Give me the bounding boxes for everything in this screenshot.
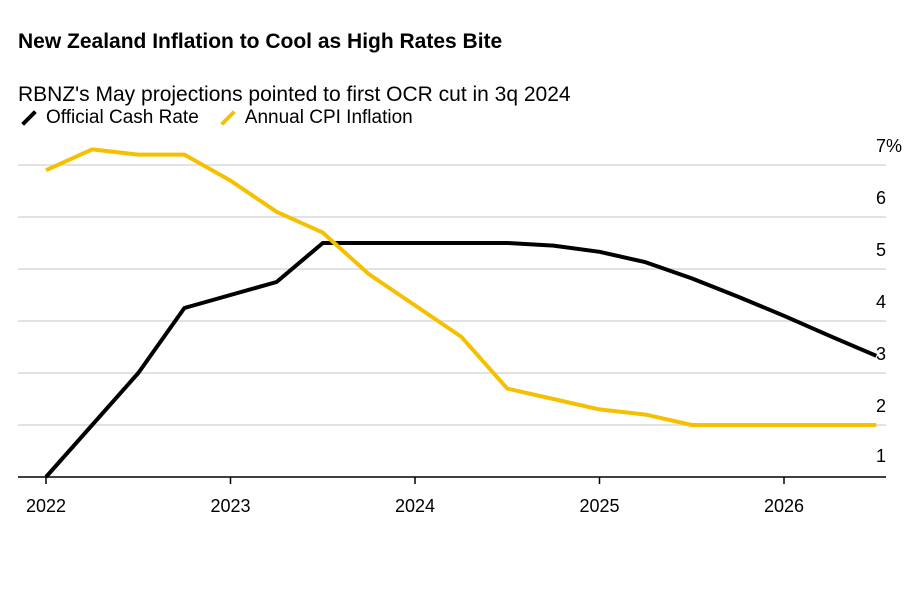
y-tick-label: 3: [876, 344, 886, 364]
x-tick-label: 2024: [395, 496, 435, 516]
y-tick-label: 5: [876, 240, 886, 260]
x-tick-label: 2025: [579, 496, 619, 516]
legend: Official Cash Rate Annual CPI Inflation: [18, 107, 431, 129]
chart-title: New Zealand Inflation to Cool as High Ra…: [18, 30, 503, 53]
chart-subtitle: RBNZ's May projections pointed to first …: [18, 83, 571, 106]
y-tick-label: 6: [876, 188, 886, 208]
y-tick-label: 4: [876, 292, 886, 312]
legend-item-ocr: Official Cash Rate: [18, 107, 199, 129]
legend-label-cpi: Annual CPI Inflation: [244, 107, 413, 128]
legend-item-cpi: Annual CPI Inflation: [217, 107, 413, 129]
legend-label-ocr: Official Cash Rate: [46, 107, 199, 128]
x-tick-label: 2022: [26, 496, 66, 516]
series-line-official-cash-rate: [44, 241, 878, 479]
x-tick-label: 2026: [764, 496, 804, 516]
y-tick-label: 7%: [876, 136, 902, 156]
y-tick-label: 1: [876, 446, 886, 466]
series-line-annual-cpi-inflation: [45, 147, 877, 427]
y-tick-label: 2: [876, 396, 886, 416]
x-tick-label: 2023: [210, 496, 250, 516]
